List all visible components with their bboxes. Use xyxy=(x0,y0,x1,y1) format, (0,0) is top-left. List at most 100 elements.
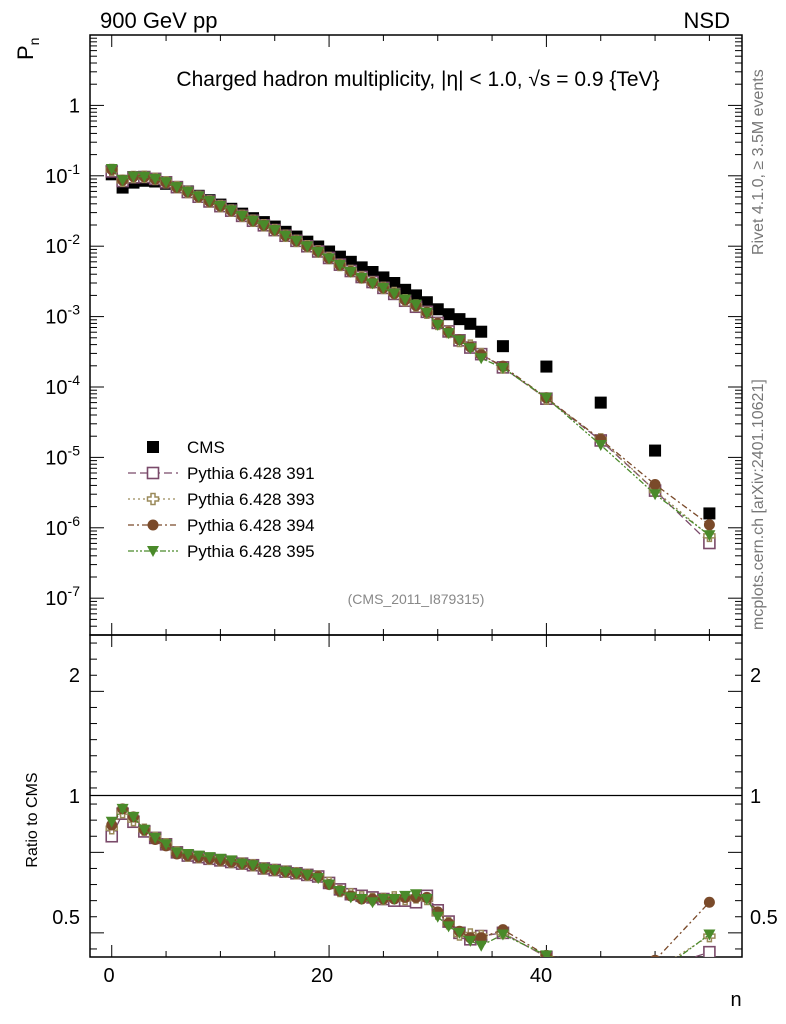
series-point-3 xyxy=(290,235,303,247)
analysis-tag: (CMS_2011_I879315) xyxy=(348,591,485,607)
ratio-point-3 xyxy=(464,935,477,947)
series-point-3 xyxy=(225,205,238,217)
series-point-3 xyxy=(649,489,662,501)
ratio-tick-label-right-1: 1 xyxy=(750,786,761,808)
y-axis-label-main: Pn xyxy=(13,38,42,60)
series-point-3 xyxy=(301,241,314,253)
ratio-point-3 xyxy=(127,811,140,823)
cms-point xyxy=(594,396,607,409)
cms-point xyxy=(442,308,455,321)
ratio-point-3 xyxy=(649,970,661,981)
ratio-point-3 xyxy=(333,885,346,897)
y-tick-labels: 10-7 10-6 10-5 10-4 10-3 10-2 10-1 1 xyxy=(45,95,80,610)
ratio-point-3 xyxy=(290,868,303,880)
legend-label: Pythia 6.428 393 xyxy=(187,490,315,509)
series-point-3 xyxy=(496,362,509,374)
series-point-3 xyxy=(333,260,346,272)
series-point-3 xyxy=(247,215,259,227)
cms-point xyxy=(464,317,477,330)
cms-point xyxy=(420,296,433,309)
ratio-point-0 xyxy=(595,961,606,972)
series-point-3 xyxy=(377,282,390,294)
series-point-2 xyxy=(649,478,661,490)
ratio-point-3 xyxy=(453,927,466,939)
ratio-point-3 xyxy=(301,869,314,881)
cms-point xyxy=(475,325,488,338)
series-point-3 xyxy=(355,272,368,284)
series-point-3 xyxy=(236,210,249,222)
series-point-3 xyxy=(540,392,553,404)
cms-point xyxy=(496,340,509,353)
series-point-3 xyxy=(192,191,205,203)
y-tick-label: 10-4 xyxy=(45,372,80,399)
ratio-point-3 xyxy=(496,929,509,941)
ratio-point-2 xyxy=(595,960,606,971)
mcplots-label: mcplots.cern.ch [arXiv:2401.10621] xyxy=(750,379,767,630)
series-point-3 xyxy=(475,353,488,365)
ratio-point-3 xyxy=(399,890,412,902)
ratio-point-3 xyxy=(420,894,433,906)
ratio-point-1 xyxy=(595,960,606,971)
legend-label: Pythia 6.428 395 xyxy=(187,542,315,561)
series-point-3 xyxy=(323,253,336,265)
header-left-label: 900 GeV pp xyxy=(100,8,217,33)
legend-label: Pythia 6.428 394 xyxy=(187,516,315,535)
ratio-point-3 xyxy=(279,866,292,878)
ratio-point-2 xyxy=(650,954,660,957)
series-point-3 xyxy=(366,278,379,290)
series-point-3 xyxy=(127,171,140,183)
cms-point xyxy=(410,289,422,302)
ratio-point-3 xyxy=(236,858,249,870)
ratio-point-3 xyxy=(475,940,488,952)
ratio-point-3 xyxy=(355,894,368,906)
series-point-3 xyxy=(388,288,401,300)
series-point-2 xyxy=(703,519,715,531)
rivet-label: Rivet 4.1.0, ≥ 3.5M events xyxy=(750,69,767,255)
series-point-3 xyxy=(257,220,270,232)
x-tick-label-40: 40 xyxy=(530,965,552,987)
legend-marker xyxy=(147,546,159,557)
ratio-tick-label-2: 2 xyxy=(69,665,80,687)
ratio-point-2 xyxy=(703,896,715,908)
ratio-point-0 xyxy=(703,945,716,957)
series-point-3 xyxy=(160,177,173,189)
series-point-3 xyxy=(442,328,455,340)
legend-marker xyxy=(146,492,160,506)
y-tick-label: 10-1 xyxy=(45,161,80,188)
ratio-point-3 xyxy=(116,803,129,815)
series-point-3 xyxy=(214,200,227,212)
cms-point xyxy=(377,271,390,284)
series-point-3 xyxy=(279,230,292,242)
ratio-point-3 xyxy=(312,873,325,885)
legend-marker xyxy=(147,519,159,531)
ratio-point-3 xyxy=(366,897,379,909)
ratio-point-0 xyxy=(650,964,661,975)
y-tick-label: 10-6 xyxy=(45,513,80,540)
ratio-line-2 xyxy=(111,807,710,957)
ratio-point-3 xyxy=(388,894,401,906)
series-point-3 xyxy=(431,319,444,331)
y-tick-label: 10-3 xyxy=(45,302,80,329)
series-point-3 xyxy=(105,163,118,175)
chart-title: Charged hadron multiplicity, |η| < 1.0, … xyxy=(176,68,659,91)
series-point-3 xyxy=(344,266,357,278)
series-point-3 xyxy=(410,299,422,311)
cms-point xyxy=(355,261,368,274)
legend: CMS Pythia 6.428 391 Pythia 6.428 393 Pythi… xyxy=(128,438,315,561)
ratio-point-3 xyxy=(703,929,716,941)
series-point-3 xyxy=(116,175,129,187)
ratio-point-3 xyxy=(268,865,281,877)
ratio-point-3 xyxy=(203,852,216,864)
ratio-point-3 xyxy=(410,889,422,901)
x-axis-label: n xyxy=(730,989,741,1011)
legend-marker-cms xyxy=(147,441,159,453)
series-point-3 xyxy=(203,196,216,208)
ratio-point-3 xyxy=(323,879,336,891)
ratio-point-3 xyxy=(257,863,270,875)
ratio-point-3 xyxy=(442,921,455,933)
ratio-point-3 xyxy=(149,832,162,844)
cms-point xyxy=(453,313,466,326)
series-point-3 xyxy=(453,335,466,347)
series-point-3 xyxy=(268,225,281,237)
